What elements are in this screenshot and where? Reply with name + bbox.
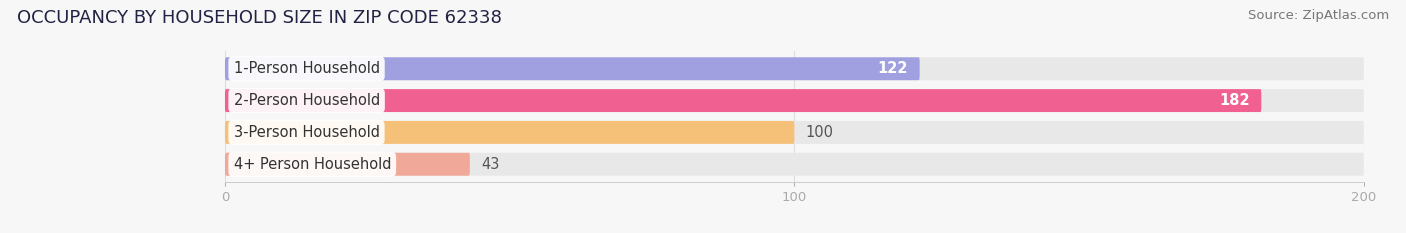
FancyBboxPatch shape	[225, 121, 794, 144]
Text: 2-Person Household: 2-Person Household	[233, 93, 380, 108]
Text: 43: 43	[481, 157, 499, 172]
Text: 1-Person Household: 1-Person Household	[233, 61, 380, 76]
FancyBboxPatch shape	[225, 121, 1364, 144]
Text: 182: 182	[1219, 93, 1250, 108]
FancyBboxPatch shape	[225, 57, 1364, 80]
Text: 4+ Person Household: 4+ Person Household	[233, 157, 391, 172]
Text: OCCUPANCY BY HOUSEHOLD SIZE IN ZIP CODE 62338: OCCUPANCY BY HOUSEHOLD SIZE IN ZIP CODE …	[17, 9, 502, 27]
Text: 100: 100	[806, 125, 834, 140]
FancyBboxPatch shape	[225, 57, 920, 80]
FancyBboxPatch shape	[225, 153, 1364, 176]
Text: 3-Person Household: 3-Person Household	[233, 125, 380, 140]
Text: Source: ZipAtlas.com: Source: ZipAtlas.com	[1249, 9, 1389, 22]
FancyBboxPatch shape	[225, 89, 1261, 112]
Text: 122: 122	[877, 61, 908, 76]
FancyBboxPatch shape	[225, 153, 470, 176]
FancyBboxPatch shape	[225, 89, 1364, 112]
